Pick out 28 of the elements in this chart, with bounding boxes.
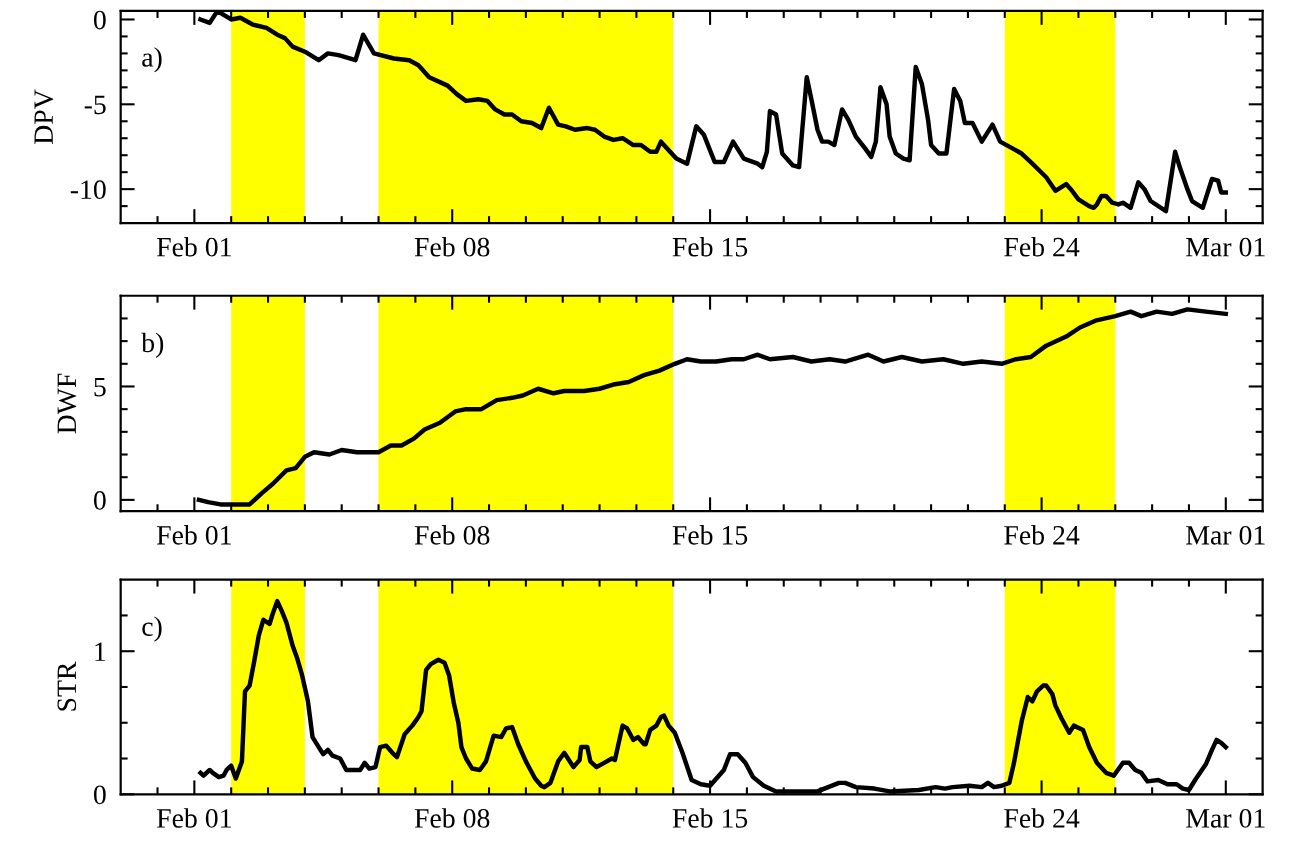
- x-tick-label: Feb 24: [1004, 236, 1080, 257]
- y-tick-label: 0: [93, 491, 106, 510]
- y-tick-label: -5: [84, 95, 106, 115]
- y-axis-title: DPV: [34, 89, 54, 145]
- y-tick-label: 0: [93, 785, 106, 805]
- x-tick-label: Feb 08: [414, 525, 490, 545]
- x-tick-label: Feb 01: [156, 808, 231, 828]
- x-tick-label: Feb 08: [414, 236, 490, 257]
- x-tick-label: Feb 01: [156, 525, 231, 545]
- y-axis-title: DWF: [57, 373, 77, 434]
- x-tick-label: Mar 01: [1186, 525, 1265, 545]
- x-tick-label: Feb 08: [414, 808, 490, 828]
- annotation: b): [141, 332, 164, 358]
- x-tick-label: Mar 01: [1186, 808, 1265, 828]
- y-tick-label: 1: [95, 642, 106, 661]
- x-tick-label: Feb 15: [672, 808, 748, 828]
- y-tick-label: 5: [94, 377, 106, 397]
- x-tick-label: Mar 01: [1186, 237, 1265, 257]
- y-tick-label: 0: [93, 10, 106, 30]
- x-tick-label: Feb 15: [672, 236, 748, 257]
- annotation: c): [142, 616, 162, 642]
- x-tick-label: Feb 24: [1004, 525, 1080, 545]
- annotation: a): [142, 47, 162, 73]
- x-tick-label: Feb 24: [1004, 808, 1080, 828]
- y-tick-label: -10: [70, 180, 106, 200]
- x-tick-label: Feb 15: [672, 525, 748, 545]
- x-tick-label: Feb 01: [156, 236, 231, 257]
- y-axis-title: STR: [57, 661, 77, 711]
